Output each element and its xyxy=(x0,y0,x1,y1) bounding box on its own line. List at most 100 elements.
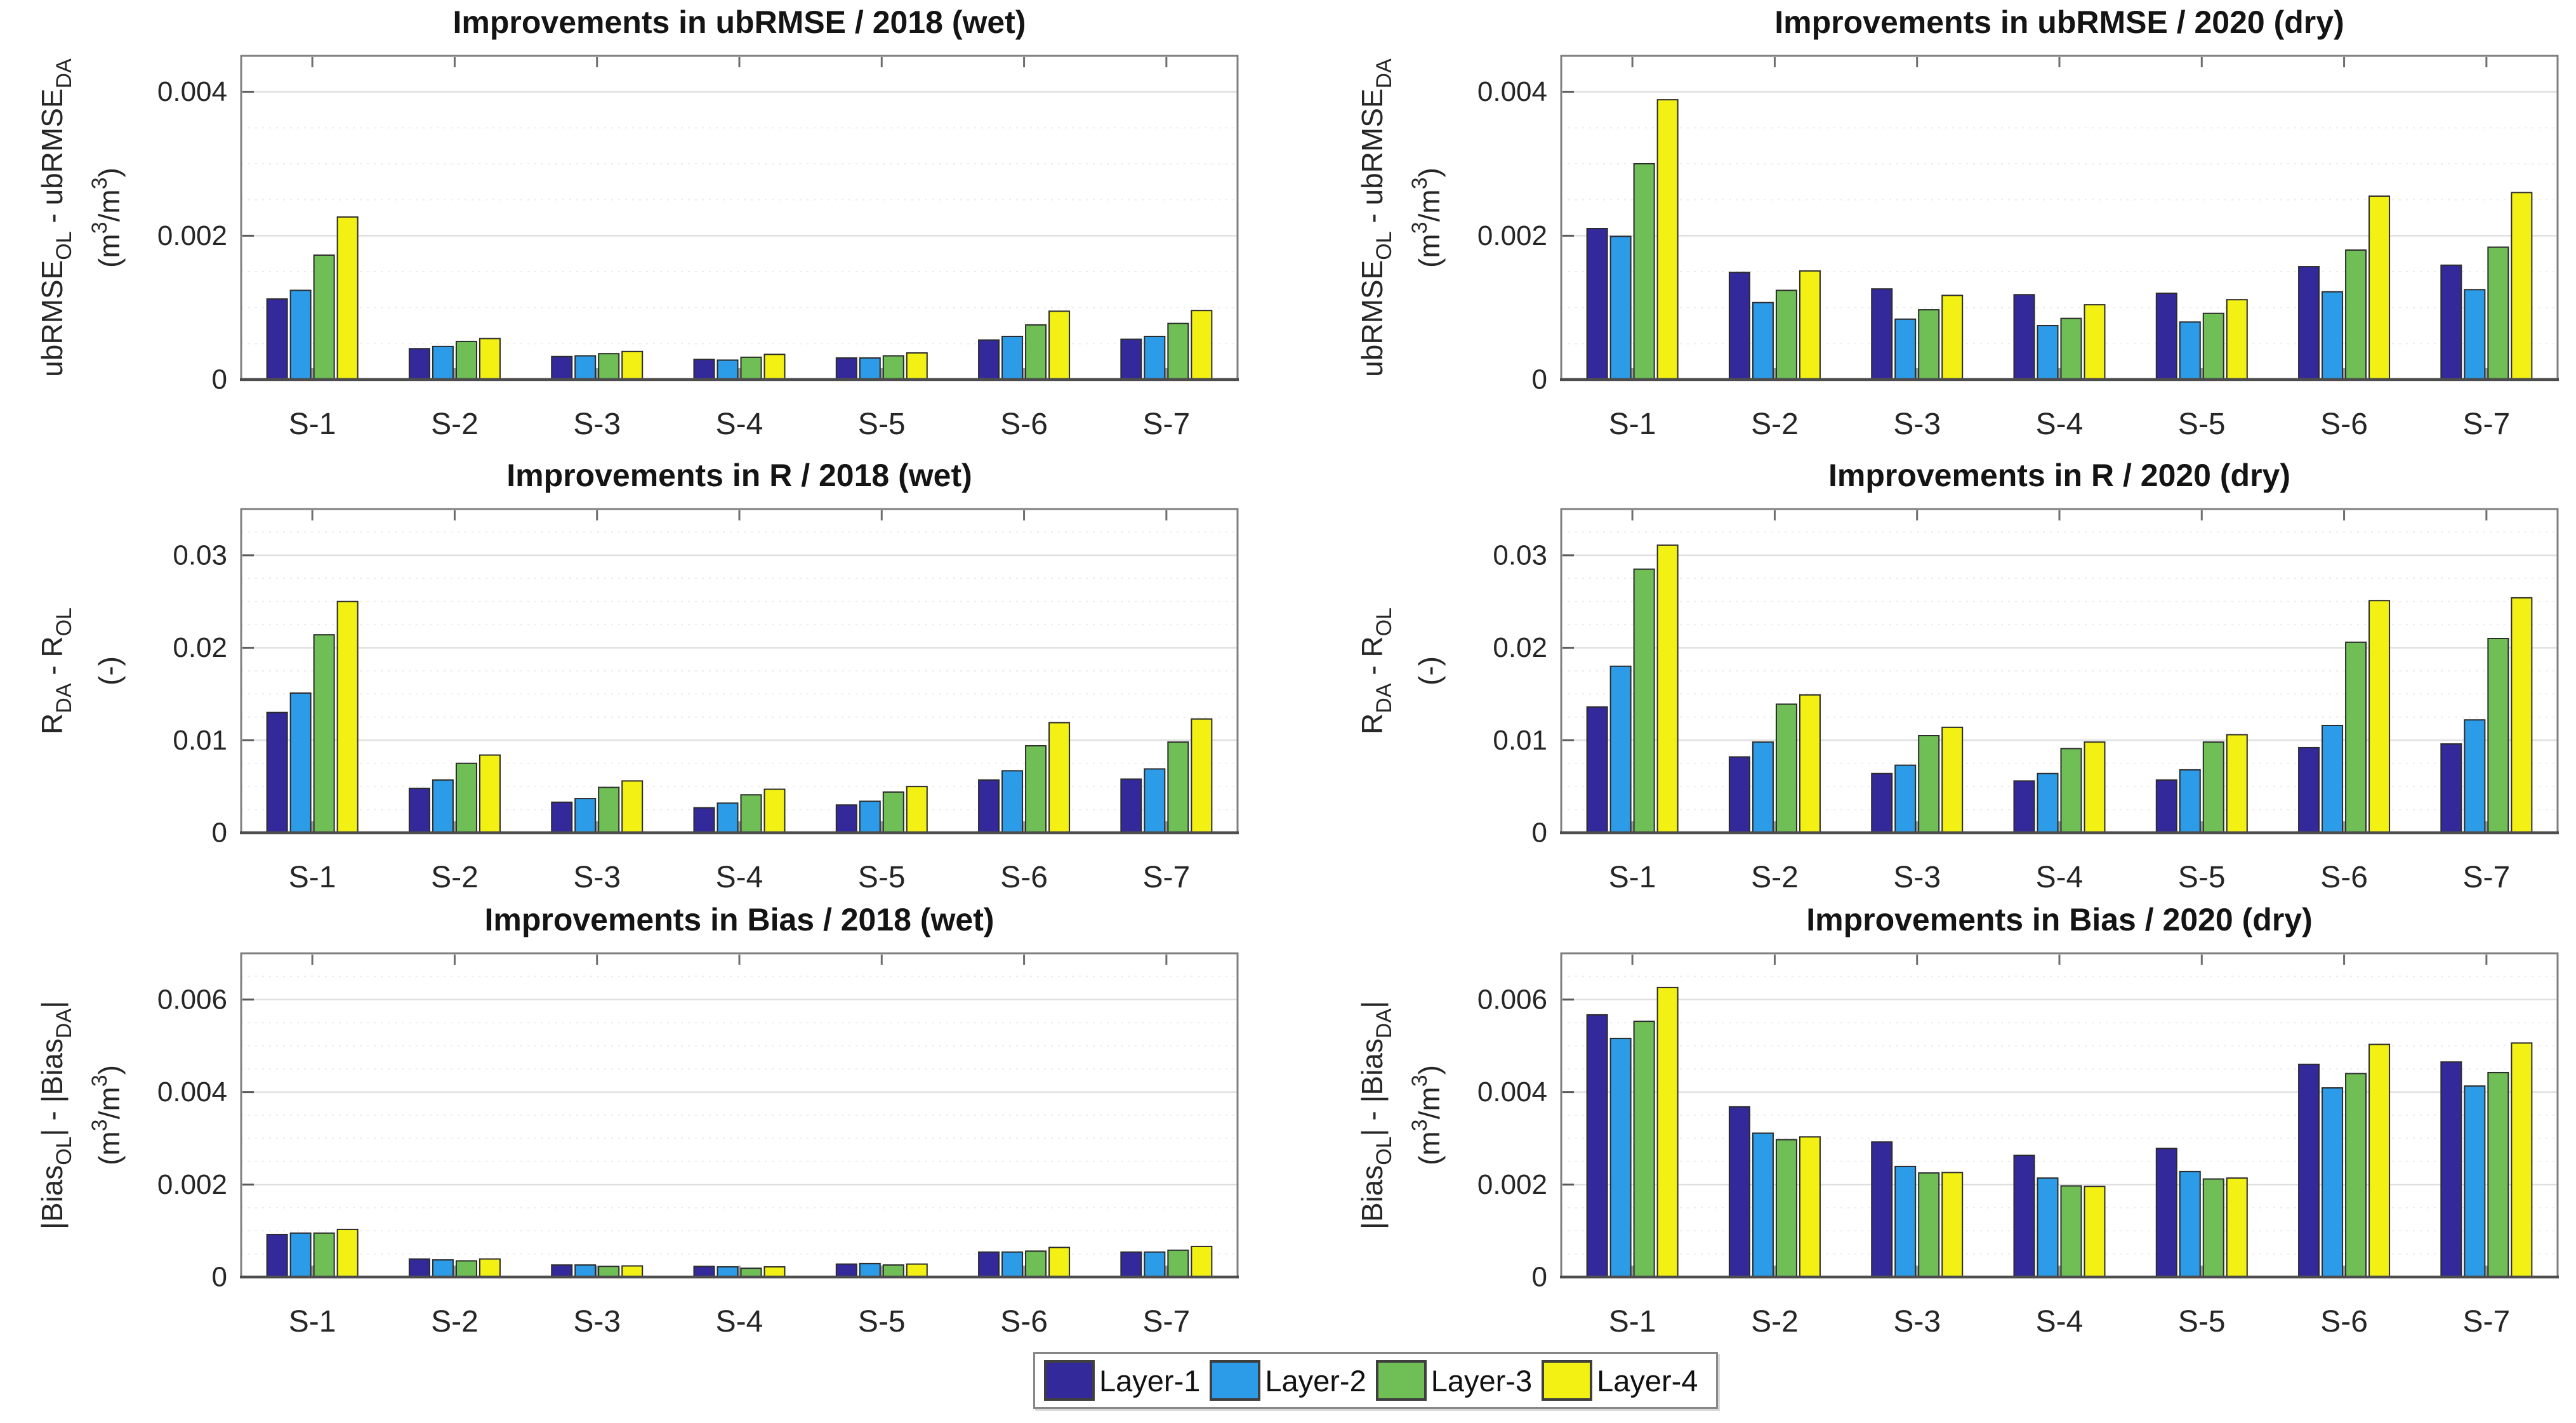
bar-S-1-Layer-3 xyxy=(1633,1021,1655,1278)
x-tick-labels: S-1 S-2 S-3 S-4 S-5 S-6 S-7 xyxy=(289,861,1190,894)
legend-label-layer-4: Layer-4 xyxy=(1597,1363,1698,1398)
y-tick-marks xyxy=(1562,998,1574,1186)
y-axis-units: (m3/m3) xyxy=(88,168,126,268)
bar-S-7-Layer-4 xyxy=(1191,310,1213,381)
y-axis-label: |BiasOL| - |BiasDA| xyxy=(36,1001,76,1229)
bar-S-1-Layer-3 xyxy=(1633,163,1655,380)
bar-S-7-Layer-4 xyxy=(2511,597,2533,833)
bar-S-1-Layer-1 xyxy=(1586,1014,1608,1278)
bar-S-3-Layer-4 xyxy=(1941,726,1964,833)
y-tick-labels: 0 0.002 0.004 xyxy=(157,76,227,395)
bar-S-7-Layer-3 xyxy=(2487,638,2509,833)
x-tick-label-S-1: S-1 xyxy=(289,861,336,894)
x-tick-marks xyxy=(311,955,1168,1276)
y-axis-units: (m3/m3) xyxy=(1408,168,1446,268)
bar-S-1-Layer-4 xyxy=(336,216,359,380)
bar-S-1-Layer-1 xyxy=(266,1233,288,1278)
bar-S-6-Layer-4 xyxy=(1048,722,1071,833)
chart-bias-2020-dry: 0 0.002 0.004 0.006 S-1 S-2 S-3 S-4 S-5 S-6 S-7 Imp… xyxy=(1356,902,2559,1339)
bar-S-5-Layer-2 xyxy=(2179,1170,2201,1278)
bar-S-5-Layer-3 xyxy=(2202,741,2224,834)
grid-major xyxy=(241,998,1238,1186)
bar-S-2-Layer-2 xyxy=(1752,741,1774,834)
bar-S-7-Layer-1 xyxy=(2440,264,2462,380)
legend-swatch-layer-4 xyxy=(1542,1360,1593,1401)
bar-S-7-Layer-2 xyxy=(2464,719,2486,833)
y-tick-label-0.02: 0.02 xyxy=(173,632,227,663)
y-tick-label-0.002: 0.002 xyxy=(1477,1169,1547,1200)
bar-S-3-Layer-2 xyxy=(574,798,597,833)
y-tick-label-0.004: 0.004 xyxy=(1477,76,1547,107)
y-axis-label: ubRMSEOL - ubRMSEDA xyxy=(1356,58,1396,377)
grid-major xyxy=(241,91,1238,237)
bar-S-2-Layer-4 xyxy=(1799,1136,1821,1278)
bar-S-2-Layer-3 xyxy=(1775,289,1797,381)
x-tick-label-S-7: S-7 xyxy=(1143,407,1191,441)
bar-S-6-Layer-3 xyxy=(1025,745,1047,833)
bar-S-2-Layer-2 xyxy=(1752,301,1774,381)
y-tick-marks xyxy=(242,91,254,237)
x-tick-label-S-2: S-2 xyxy=(1751,407,1799,441)
bar-S-3-Layer-4 xyxy=(1941,1172,1964,1278)
x-tick-label-S-1: S-1 xyxy=(289,407,336,441)
y-tick-marks xyxy=(242,554,254,741)
bar-S-3-Layer-4 xyxy=(621,1265,644,1278)
chart-bias-2018-wet: 0 0.002 0.004 0.006 S-1 S-2 S-3 S-4 S-5 S-6 S-7 Imp… xyxy=(36,902,1239,1339)
bar-S-1-Layer-2 xyxy=(1609,235,1632,381)
bar-S-4-Layer-2 xyxy=(717,359,739,381)
bars xyxy=(266,216,1213,381)
bar-S-5-Layer-2 xyxy=(859,800,881,834)
x-tick-label-S-1: S-1 xyxy=(1609,861,1656,894)
bar-S-3-Layer-1 xyxy=(551,355,573,381)
y-tick-marks xyxy=(1562,554,1574,741)
bar-S-7-Layer-4 xyxy=(1191,1245,1213,1278)
x-tick-label-S-4: S-4 xyxy=(2036,407,2084,441)
chart-r-2018-wet: 0 0.01 0.02 0.03 S-1 S-2 S-3 S-4 S-5 S-6 S-7 Improv… xyxy=(36,458,1239,894)
x-tick-label-S-6: S-6 xyxy=(1000,407,1048,441)
chart-title: Improvements in R / 2020 (dry) xyxy=(1828,458,2290,493)
bar-S-4-Layer-1 xyxy=(693,359,715,380)
bar-S-1-Layer-2 xyxy=(289,289,312,381)
chart-ubrmse-2020-dry: 0 0.002 0.004 S-1 S-2 S-3 S-4 S-5 S-6 S-7 Improvem… xyxy=(1356,4,2559,441)
bar-S-2-Layer-3 xyxy=(455,1260,477,1278)
chart-title: Improvements in R / 2018 (wet) xyxy=(506,458,972,493)
bar-S-2-Layer-4 xyxy=(479,1258,501,1278)
bar-S-3-Layer-4 xyxy=(1941,295,1964,380)
bar-S-6-Layer-3 xyxy=(1025,324,1047,380)
bar-S-4-Layer-4 xyxy=(2084,1186,2106,1278)
bar-S-7-Layer-3 xyxy=(1167,1249,1189,1278)
x-tick-marks xyxy=(1631,57,2488,378)
bar-S-3-Layer-2 xyxy=(1894,318,1917,380)
bar-S-7-Layer-4 xyxy=(1191,718,1213,833)
chart-ubrmse-2018-wet: 0 0.002 0.004 S-1 S-2 S-3 S-4 S-5 S-6 S-7 Improvem… xyxy=(36,4,1239,441)
bar-S-7-Layer-2 xyxy=(2464,1085,2486,1278)
legend-entry: Layer-1 xyxy=(1044,1360,1205,1401)
bar-S-7-Layer-3 xyxy=(1167,322,1189,381)
bar-S-4-Layer-3 xyxy=(2060,1185,2082,1278)
y-axis-label: RDA - ROL xyxy=(36,607,76,734)
y-tick-label-0.004: 0.004 xyxy=(157,76,227,107)
plot-box xyxy=(1560,55,2559,381)
x-tick-label-S-5: S-5 xyxy=(858,1305,906,1339)
bar-S-5-Layer-2 xyxy=(859,357,881,380)
bar-S-5-Layer-3 xyxy=(882,791,904,834)
bar-S-1-Layer-1 xyxy=(266,298,288,381)
bar-S-2-Layer-3 xyxy=(455,340,477,381)
plot-box xyxy=(240,952,1239,1278)
bar-S-2-Layer-2 xyxy=(432,345,454,380)
bar-S-4-Layer-4 xyxy=(2084,741,2106,834)
subplot-bias-2020-dry: 0 0.002 0.004 0.006 S-1 S-2 S-3 S-4 S-5 S-6 S-7 Imp… xyxy=(1320,897,2576,1361)
bar-S-7-Layer-1 xyxy=(2440,743,2462,833)
y-tick-label-0: 0 xyxy=(1532,1262,1547,1293)
bar-S-1-Layer-2 xyxy=(1609,1038,1632,1278)
subplot-ubrmse-2018-wet: 0 0.002 0.004 S-1 S-2 S-3 S-4 S-5 S-6 S-7 Improvem… xyxy=(0,0,1288,463)
bar-S-6-Layer-1 xyxy=(2298,266,2320,381)
bar-S-4-Layer-3 xyxy=(2060,748,2082,833)
bar-S-3-Layer-4 xyxy=(621,350,644,380)
y-axis-label: |BiasOL| - |BiasDA| xyxy=(1356,1001,1396,1229)
bar-S-4-Layer-2 xyxy=(717,802,739,833)
x-tick-labels: S-1 S-2 S-3 S-4 S-5 S-6 S-7 xyxy=(1609,1305,2510,1339)
bar-S-5-Layer-4 xyxy=(2226,299,2248,381)
x-tick-label-S-4: S-4 xyxy=(716,1305,763,1339)
